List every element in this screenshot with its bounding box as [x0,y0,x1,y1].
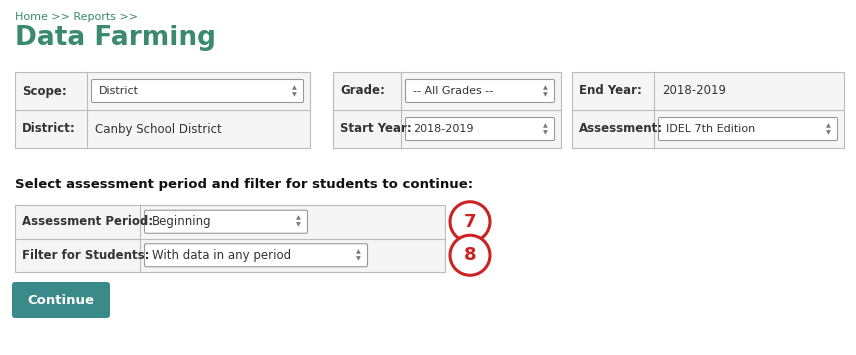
Text: ▼: ▼ [296,223,300,228]
Text: ▲: ▲ [292,85,297,90]
Text: ▼: ▼ [826,130,831,135]
Bar [15,205,445,272]
Text: End Year:: End Year: [579,84,642,98]
Text: 8: 8 [464,246,476,264]
Text: ▼: ▼ [543,92,548,97]
Text: ▲: ▲ [356,249,360,254]
Text: Scope:: Scope: [22,84,67,98]
Text: Grade:: Grade: [340,84,385,98]
Text: 2018-2019: 2018-2019 [662,84,726,98]
Circle shape [450,235,490,275]
Text: IDEL 7th Edition: IDEL 7th Edition [666,124,755,134]
FancyBboxPatch shape [145,244,367,267]
Text: 2018-2019: 2018-2019 [413,124,473,134]
FancyBboxPatch shape [92,80,304,103]
Text: ▼: ▼ [292,92,297,97]
Text: Data Farming: Data Farming [15,25,216,51]
Text: Assessment:: Assessment: [579,122,663,136]
Circle shape [450,202,490,242]
Text: ▲: ▲ [543,85,548,90]
Text: -- All Grades --: -- All Grades -- [413,86,493,96]
Text: ▼: ▼ [356,256,360,261]
Text: Assessment Period:: Assessment Period: [22,215,153,228]
Text: Filter for Students:: Filter for Students: [22,249,150,262]
Bar [15,72,310,148]
Text: Start Year:: Start Year: [340,122,412,136]
FancyBboxPatch shape [145,210,307,233]
FancyBboxPatch shape [12,282,110,318]
Text: District:: District: [22,122,75,136]
Text: Beginning: Beginning [152,215,211,228]
Text: ▲: ▲ [543,123,548,128]
FancyBboxPatch shape [658,118,837,141]
Bar [333,72,561,148]
Text: ▲: ▲ [296,216,300,221]
Text: Canby School District: Canby School District [95,122,222,136]
Text: District: District [99,86,139,96]
Text: Home >> Reports >>: Home >> Reports >> [15,12,138,22]
Text: With data in any period: With data in any period [152,249,291,262]
FancyBboxPatch shape [406,118,555,141]
Text: ▼: ▼ [543,130,548,135]
Text: Continue: Continue [27,294,94,306]
Bar [572,72,844,148]
Text: 7: 7 [464,213,476,231]
FancyBboxPatch shape [406,80,555,103]
Text: Select assessment period and filter for students to continue:: Select assessment period and filter for … [15,178,473,191]
Text: ▲: ▲ [826,123,831,128]
